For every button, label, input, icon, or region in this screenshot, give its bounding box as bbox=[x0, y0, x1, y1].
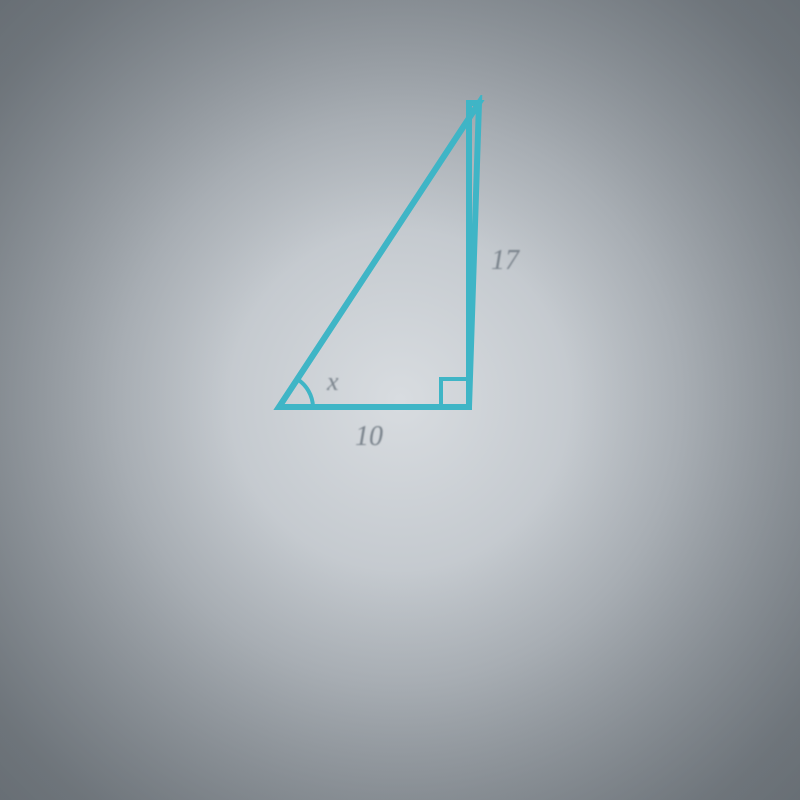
triangle-diagram: 17 10 x bbox=[235, 95, 565, 475]
angle-label-x: x bbox=[327, 367, 339, 397]
side-label-vertical: 17 bbox=[491, 245, 519, 277]
triangle-actual bbox=[279, 103, 479, 407]
right-angle-marker bbox=[441, 379, 469, 407]
side-label-base: 10 bbox=[355, 421, 383, 453]
triangle-svg bbox=[235, 95, 565, 475]
angle-arc-x bbox=[297, 379, 313, 407]
